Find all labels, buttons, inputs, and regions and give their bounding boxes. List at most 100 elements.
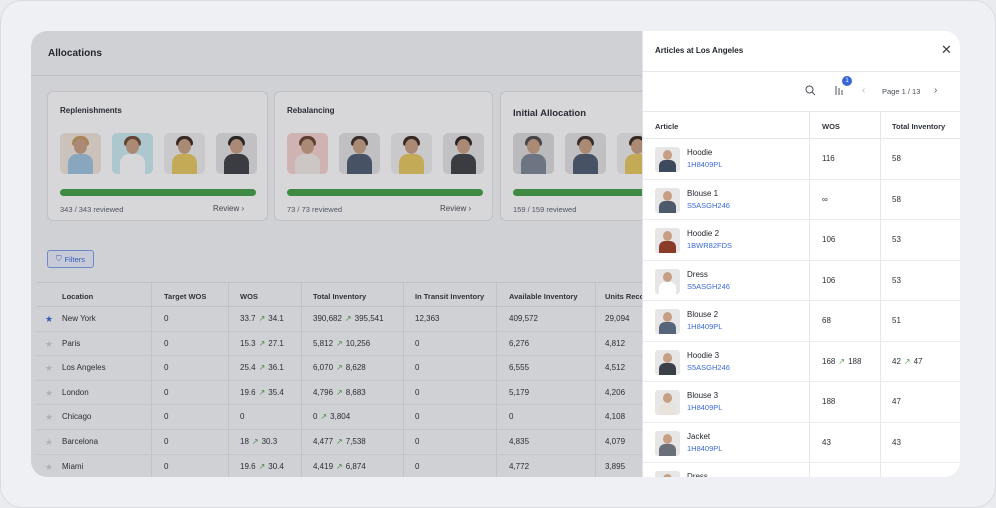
inventory-current: 390,682 [313, 314, 342, 323]
total-inventory-cell: 390,682 ↗ 395,541 [313, 314, 384, 323]
wos-current: 106 [822, 275, 836, 285]
filters-button[interactable]: ⛉ Filters [47, 250, 94, 268]
search-icon[interactable] [805, 85, 816, 99]
replenishments-card[interactable]: Replenishments 343 / 343 reviewed Review… [47, 91, 268, 221]
table-row[interactable]: ★ Barcelona 0 18 ↗ 30.3 4,477 ↗ 7,538 0 4,835 4,079 [37, 430, 960, 455]
column-header-total-inventory[interactable]: Total Inventory [892, 122, 946, 131]
table-row[interactable]: ★ Los Angeles 0 25.4 ↗ 36.1 6,070 ↗ 8,628 0 6,555 4… [37, 356, 960, 381]
column-header-units-reco[interactable]: Units Reco [605, 292, 645, 301]
column-header-location[interactable]: Location [62, 292, 94, 301]
sort-icon[interactable] [833, 85, 845, 99]
chevron-left-icon[interactable]: ‹ [862, 85, 866, 96]
review-progress-bar [287, 189, 483, 196]
article-code-link[interactable]: 1H8409PL [687, 443, 723, 453]
wos-cell: 0 [240, 412, 244, 421]
inventory-current: 53 [892, 235, 901, 244]
available-cell: 0 [509, 412, 514, 422]
column-header-wos[interactable]: WOS [822, 122, 840, 131]
review-link[interactable]: Review › [440, 204, 472, 213]
thumbnail-head [663, 393, 672, 403]
in-transit-cell: 0 [415, 436, 420, 446]
product-thumbnail [339, 133, 380, 174]
article-row[interactable]: Dress S5ASGH246 106 53 [643, 261, 960, 301]
column-header-total-inventory[interactable]: Total Inventory [313, 292, 367, 301]
article-row[interactable]: Hoodie 3 S5ASGH246 168 ↗ 188 42 ↗ 47 [643, 342, 960, 382]
column-header-available[interactable]: Available Inventory [509, 292, 578, 301]
table-row[interactable]: ★ London 0 19.6 ↗ 35.4 4,796 ↗ 8,683 0 5,179 4,206 [37, 381, 960, 406]
wos-current: 43 [822, 437, 831, 447]
target-wos-cell: 0 [164, 363, 169, 373]
column-header-wos[interactable]: WOS [240, 292, 258, 301]
units-reco-cell: 4,108 [605, 412, 626, 422]
article-code-link[interactable]: S5ASGH246 [687, 200, 730, 210]
product-thumbnail [443, 133, 484, 174]
thumbnail-garment [659, 362, 676, 375]
article-code-link[interactable]: 1H8409PL [687, 403, 723, 412]
column-header-in-transit[interactable]: In Transit Inventory [415, 292, 485, 301]
star-icon[interactable]: ★ [45, 461, 54, 472]
close-icon[interactable]: ✕ [941, 42, 952, 57]
available-cell: 6,276 [509, 338, 530, 348]
table-row[interactable]: ★ Paris 0 15.3 ↗ 27.1 5,812 ↗ 10,256 0 6,276 4,812 [37, 332, 960, 357]
review-link[interactable]: Review › [213, 204, 245, 213]
star-icon[interactable]: ★ [45, 412, 54, 423]
star-icon[interactable]: ★ [45, 338, 54, 349]
article-row[interactable]: Jacket 1H8409PL 43 43 [643, 423, 960, 463]
thumbnail-head [663, 231, 672, 241]
product-thumbnail [60, 133, 101, 174]
article-total-inventory: 53 [892, 276, 901, 285]
article-code-link[interactable]: S5ASGH246 [687, 281, 730, 291]
product-thumbnail [112, 133, 153, 174]
review-progress-bar [513, 189, 661, 196]
trend-up-icon: ↗ [251, 436, 259, 446]
available-cell: 409,572 [509, 314, 538, 323]
article-wos: 168 ↗ 188 [822, 357, 861, 366]
modal-backdrop[interactable] [31, 31, 642, 477]
inventory-projected: 395,541 [354, 314, 384, 323]
thumbnail-head [663, 271, 672, 282]
initial-allocation-card[interactable]: Initial Allocation 159 / 159 reviewed [500, 91, 661, 221]
article-row[interactable]: Blouse 3 1H8409PL 188 47 [643, 382, 960, 423]
total-inventory-cell: 5,812 ↗ 10,256 [313, 339, 370, 348]
column-header-target-wos[interactable]: Target WOS [164, 292, 207, 301]
chevron-right-icon[interactable]: › [934, 85, 938, 96]
article-row[interactable]: Blouse 1 S5ASGH246 ∞ 58 [643, 180, 960, 220]
trend-up-icon: ↗ [258, 461, 266, 471]
location-cell: Los Angeles [62, 363, 106, 373]
table-row[interactable]: ★ New York 0 33.7 ↗ 34.1 390,682 ↗ 395,541 12,363… [37, 307, 960, 332]
star-icon[interactable]: ★ [45, 436, 54, 447]
table-row[interactable]: ★ Miami 0 19.6 ↗ 30.4 4,419 ↗ 6,874 0 4,772 3,895 [37, 455, 960, 477]
table-row[interactable]: ★ Chicago 0 0 0 ↗ 3,804 0 0 4,108 [37, 405, 960, 430]
thumbnail-garment [659, 281, 676, 294]
article-row[interactable]: Hoodie 2 1BWR82FDS 106 53 [643, 220, 960, 261]
thumbnail-head [663, 433, 672, 444]
location-cell: Miami [62, 461, 84, 471]
wos-cell: 25.4 ↗ 36.1 [240, 363, 284, 372]
wos-projected: 35.4 [268, 387, 284, 397]
article-code-link[interactable]: 1H8409PL [687, 322, 723, 331]
article-code-link[interactable]: 1BWR82FDS [687, 241, 733, 250]
inventory-current: 43 [892, 437, 901, 447]
panel-header-divider [643, 71, 960, 72]
column-header-article[interactable]: Article [655, 122, 679, 131]
star-icon[interactable]: ★ [45, 387, 54, 398]
article-name: Dress [687, 269, 708, 279]
article-code-link[interactable]: S5ASGH246 [687, 362, 730, 372]
article-row[interactable]: Blouse 2 1H8409PL 68 51 [643, 301, 960, 342]
total-inventory-cell: 6,070 ↗ 8,628 [313, 363, 366, 372]
allocations-table: Location Target WOS WOS Total Inventory … [37, 282, 960, 477]
page-title: Allocations [48, 48, 102, 59]
trend-up-icon: ↗ [258, 338, 266, 348]
location-cell: Paris [62, 338, 81, 348]
chevron-right-icon: › [468, 204, 472, 213]
target-wos-cell: 0 [164, 412, 169, 422]
units-reco-cell: 4,512 [605, 363, 626, 373]
trend-up-icon: ↗ [344, 314, 352, 323]
article-code-link[interactable]: 1H8409PL [687, 160, 723, 169]
article-row[interactable]: Hoodie 1H8409PL 116 58 [643, 139, 960, 180]
star-icon[interactable]: ★ [45, 363, 54, 374]
inventory-current: 5,812 [313, 338, 334, 348]
rebalancing-card[interactable]: Rebalancing 73 / 73 reviewed Review › [274, 91, 493, 221]
star-icon[interactable]: ★ [45, 314, 54, 324]
article-row[interactable]: Dress [643, 463, 960, 477]
